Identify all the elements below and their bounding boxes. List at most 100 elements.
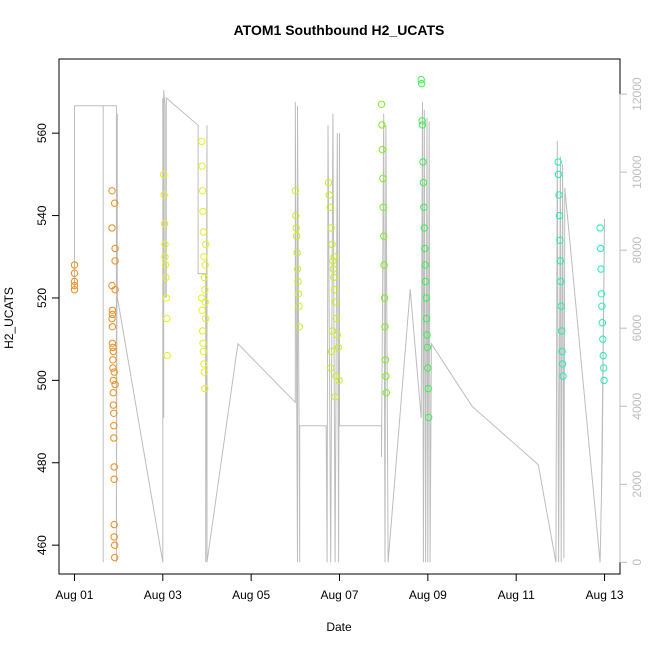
data-point xyxy=(111,257,119,265)
data-point xyxy=(160,220,169,228)
data-point xyxy=(421,277,430,286)
data-point xyxy=(109,347,118,356)
data-point xyxy=(202,314,210,323)
data-point xyxy=(600,364,608,372)
data-point xyxy=(424,384,432,393)
x-axis: Aug 01 Aug 03 Aug 05 Aug 07 Aug 09 Aug 11 Aug … xyxy=(55,573,624,602)
data-point xyxy=(70,281,79,290)
series-flight-5 xyxy=(417,75,433,422)
data-point xyxy=(596,224,604,232)
data-point xyxy=(199,347,208,356)
data-point xyxy=(110,533,118,541)
data-point xyxy=(423,331,431,339)
data-point xyxy=(291,187,299,195)
data-point xyxy=(382,389,390,397)
data-point xyxy=(70,269,79,277)
y2-tick-label: 0 xyxy=(630,559,644,566)
data-point xyxy=(328,327,337,335)
data-point xyxy=(597,290,606,298)
x-tick-label: Aug 03 xyxy=(144,588,182,602)
data-point xyxy=(378,145,386,154)
data-point xyxy=(160,191,168,199)
y2-tick-label: 6000 xyxy=(630,315,644,342)
data-point xyxy=(555,191,563,199)
data-point xyxy=(420,203,428,212)
data-point xyxy=(293,248,301,257)
data-point xyxy=(109,364,117,372)
data-point xyxy=(109,356,117,364)
series-flight-1 xyxy=(70,187,119,562)
data-point xyxy=(557,302,565,310)
data-point xyxy=(380,261,388,269)
data-point xyxy=(382,372,390,380)
y-axis-label: H2_UCATS xyxy=(2,287,16,349)
series-flight-3 xyxy=(291,178,343,401)
data-point xyxy=(559,372,567,380)
data-point xyxy=(108,224,116,232)
data-point xyxy=(108,306,117,314)
data-point xyxy=(201,384,209,393)
data-point xyxy=(418,80,426,88)
data-point xyxy=(200,253,208,261)
data-point xyxy=(599,351,607,360)
data-point xyxy=(558,360,567,368)
series-flight-4 xyxy=(377,100,390,397)
data-point xyxy=(198,162,206,170)
data-point xyxy=(380,294,389,302)
data-point xyxy=(292,224,300,232)
data-point xyxy=(377,100,386,109)
data-point xyxy=(600,376,608,385)
data-point xyxy=(162,273,170,282)
y-tick-label: 560 xyxy=(35,123,49,143)
data-point xyxy=(327,364,335,372)
y-tick-label: 460 xyxy=(35,535,49,555)
data-point xyxy=(70,286,79,294)
data-point xyxy=(333,331,341,339)
data-point xyxy=(598,302,606,310)
data-point xyxy=(110,368,118,376)
data-point xyxy=(326,203,334,212)
x-tick-label: Aug 09 xyxy=(409,588,447,602)
data-point xyxy=(327,347,336,356)
chart-title: ATOM1 Southbound H2_UCATS xyxy=(234,22,445,38)
data-point xyxy=(294,290,303,298)
data-point xyxy=(160,170,168,179)
data-point xyxy=(108,310,117,319)
data-point xyxy=(556,236,564,245)
series-flight-6 xyxy=(554,158,608,385)
data-point xyxy=(422,314,431,323)
data-point xyxy=(201,286,209,294)
data-point xyxy=(424,364,432,372)
data-point xyxy=(325,191,333,199)
data-point xyxy=(111,199,119,207)
data-point xyxy=(379,174,387,183)
data-point xyxy=(111,380,119,389)
data-point xyxy=(293,232,301,240)
data-point xyxy=(554,170,563,179)
data-point xyxy=(163,314,171,323)
y2-axis: 0 2000 4000 6000 8000 10000 12000 xyxy=(619,77,644,566)
data-point xyxy=(292,211,300,220)
x-tick-label: Aug 11 xyxy=(498,588,535,602)
data-point xyxy=(295,323,303,331)
data-point xyxy=(110,520,118,529)
data-point xyxy=(198,327,207,335)
data-point xyxy=(332,314,341,323)
data-point xyxy=(381,323,389,331)
data-point xyxy=(198,137,206,146)
data-point xyxy=(330,286,339,294)
data-point xyxy=(70,261,79,269)
data-point xyxy=(423,343,432,352)
x-tick-label: Aug 13 xyxy=(586,588,624,602)
data-point xyxy=(161,240,169,249)
data-point xyxy=(109,376,118,385)
data-point xyxy=(418,117,426,125)
data-point xyxy=(111,541,119,549)
data-point xyxy=(111,286,119,294)
data-point xyxy=(109,401,118,409)
y-tick-label: 520 xyxy=(35,288,49,308)
data-point xyxy=(108,187,116,195)
